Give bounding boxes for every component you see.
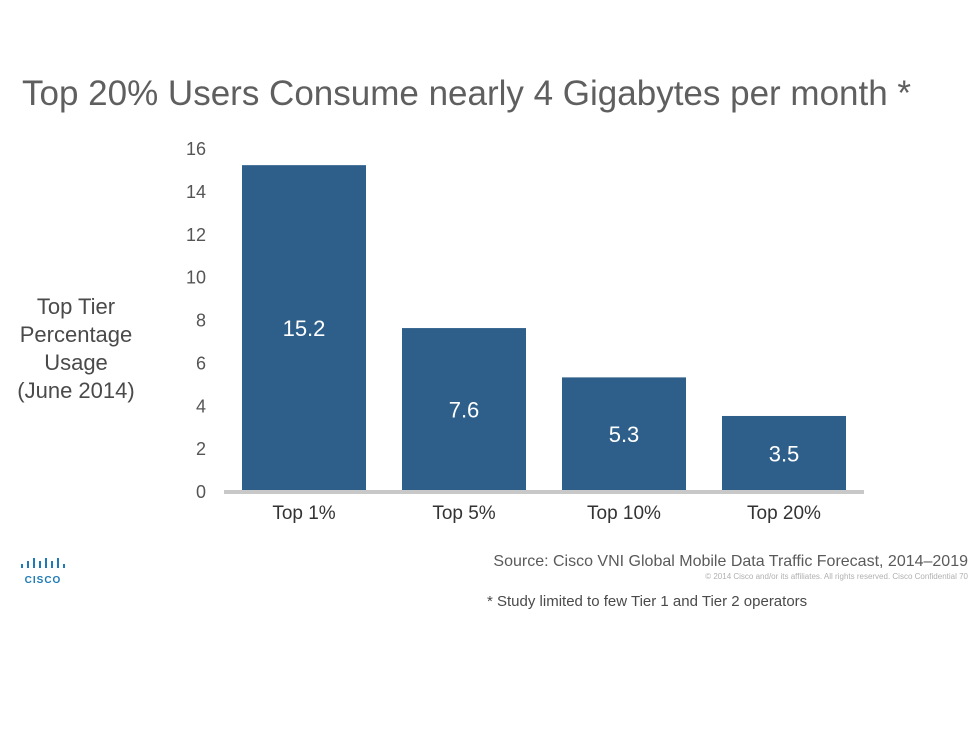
x-tick-label: Top 1% xyxy=(272,503,335,524)
bar-data-label: 15.2 xyxy=(283,316,326,341)
bar xyxy=(722,415,846,491)
copyright-note: © 2014 Cisco and/or its affiliates. All … xyxy=(705,572,968,581)
y-axis-label: Top Tier Percentage Usage (June 2014) xyxy=(6,293,146,405)
cisco-logo-text: CISCO xyxy=(24,575,62,586)
source-note: Source: Cisco VNI Global Mobile Data Tra… xyxy=(493,553,968,570)
y-axis-label-line: Percentage xyxy=(19,322,133,347)
cisco-logo: CISCO xyxy=(18,556,68,586)
y-axis-label-line: Top Tier xyxy=(36,294,116,319)
bar xyxy=(242,165,366,491)
y-tick-label: 6 xyxy=(196,353,206,373)
x-tick-label: Top 5% xyxy=(432,503,495,524)
y-tick-label: 14 xyxy=(186,182,206,202)
bar xyxy=(562,377,686,491)
y-tick-label: 16 xyxy=(186,139,206,159)
bar xyxy=(402,328,526,491)
y-axis-label-line: (June 2014) xyxy=(17,378,135,403)
bar-data-label: 5.3 xyxy=(609,422,640,447)
cisco-bars-icon xyxy=(21,558,65,568)
bar-data-label: 7.6 xyxy=(449,398,480,423)
y-tick-label: 4 xyxy=(196,396,206,416)
y-axis-label-line: Usage xyxy=(44,350,108,375)
y-tick-label: 0 xyxy=(196,482,206,502)
page-title: Top 20% Users Consume nearly 4 Gigabytes… xyxy=(22,74,912,113)
y-tick-label: 10 xyxy=(186,268,206,288)
y-tick-label: 12 xyxy=(186,225,206,245)
x-tick-label: Top 20% xyxy=(747,503,821,524)
footnote: * Study limited to few Tier 1 and Tier 2… xyxy=(487,593,808,610)
x-tick-label: Top 10% xyxy=(587,503,661,524)
y-tick-label: 8 xyxy=(196,311,206,331)
bar-data-label: 3.5 xyxy=(769,441,800,466)
y-tick-label: 2 xyxy=(196,439,206,459)
